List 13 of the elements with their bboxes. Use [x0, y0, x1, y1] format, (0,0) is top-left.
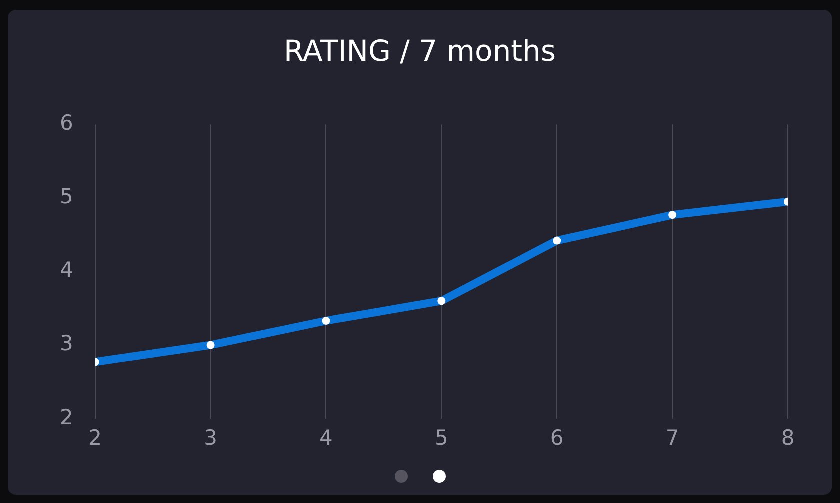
x-tick-label: 2	[88, 426, 102, 450]
chart-title: RATING / 7 months	[282, 34, 558, 68]
x-tick-label: 4	[320, 426, 333, 450]
x-tick-label: 5	[434, 426, 448, 450]
y-tick-label: 5	[60, 184, 74, 209]
y-tick-label: 6	[60, 111, 74, 136]
y-tick-label: 3	[60, 332, 74, 356]
x-tick-label: 3	[204, 426, 218, 450]
y-tick-label: 4	[60, 258, 74, 282]
x-tick-label: 7	[666, 426, 680, 450]
y-tick-label: 2	[60, 405, 74, 430]
x-tick-label: 8	[781, 426, 795, 450]
x-tick-label: 6	[550, 426, 564, 450]
